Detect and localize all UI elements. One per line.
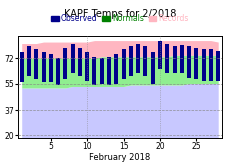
Bar: [128, 46, 132, 76]
Legend: Observed, Normals, Records: Observed, Normals, Records: [48, 11, 191, 26]
Bar: [85, 52, 89, 81]
Bar: [186, 46, 190, 78]
Bar: [92, 57, 96, 85]
Bar: [179, 45, 183, 73]
Bar: [107, 57, 110, 85]
Bar: [56, 58, 60, 85]
Bar: [143, 46, 147, 76]
Bar: [135, 43, 140, 73]
Bar: [172, 46, 176, 73]
Bar: [63, 48, 67, 79]
Bar: [164, 43, 169, 73]
Bar: [78, 48, 82, 76]
Bar: [41, 52, 45, 82]
Bar: [20, 52, 24, 82]
Bar: [215, 51, 219, 81]
X-axis label: February 2018: February 2018: [89, 153, 150, 162]
Bar: [201, 49, 205, 81]
Title: KAPF Temps for 2/2018: KAPF Temps for 2/2018: [63, 9, 175, 19]
Bar: [114, 54, 118, 83]
Bar: [49, 54, 53, 82]
Bar: [150, 52, 154, 83]
Bar: [194, 48, 198, 79]
Bar: [99, 58, 103, 83]
Bar: [70, 43, 74, 73]
Bar: [27, 46, 31, 76]
Bar: [34, 49, 38, 79]
Bar: [208, 49, 212, 81]
Bar: [121, 49, 125, 79]
Bar: [157, 41, 161, 69]
